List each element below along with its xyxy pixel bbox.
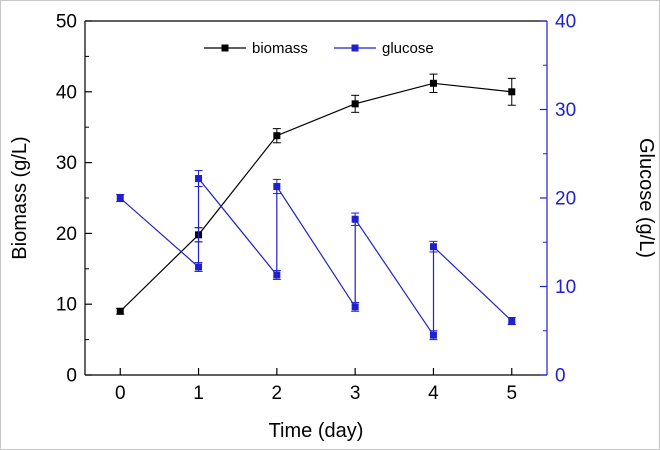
glucose-point xyxy=(429,331,437,339)
glucose-point xyxy=(273,182,281,190)
plot-frame xyxy=(84,20,548,376)
glucose-point xyxy=(429,243,437,251)
left-axis-tick-label: 40 xyxy=(56,82,77,103)
x-axis-tick-label: 3 xyxy=(350,383,361,404)
right-axis-title: Glucose (g/L) xyxy=(635,138,657,258)
x-axis-tick-label: 5 xyxy=(506,383,517,404)
right-axis-tick-label: 0 xyxy=(555,366,566,387)
right-axis-tick-label: 20 xyxy=(555,189,576,210)
biomass-series xyxy=(116,73,516,315)
x-axis-tick-label: 0 xyxy=(115,383,126,404)
legend-item-biomass: biomass xyxy=(204,40,308,57)
legend-label-biomass: biomass xyxy=(252,40,308,57)
left-axis-tick-label: 0 xyxy=(66,366,77,387)
glucose-point xyxy=(195,175,203,183)
left-axis-tick-label: 20 xyxy=(56,224,77,245)
biomass-point xyxy=(351,100,359,108)
biomass-point xyxy=(116,307,124,315)
legend-marker-glucose-icon xyxy=(351,44,359,52)
legend: biomass glucose xyxy=(204,40,434,57)
right-axis-tick-label: 10 xyxy=(555,277,576,298)
left-axis-tick-label: 10 xyxy=(56,295,77,316)
right-axis-tick-label: 40 xyxy=(555,12,576,33)
biomass-point xyxy=(273,132,281,140)
x-axis-tick-label: 1 xyxy=(193,383,204,404)
glucose-point xyxy=(116,194,124,202)
biomass-line xyxy=(119,82,512,312)
left-axis-tick-label: 50 xyxy=(56,12,77,33)
left-axis-tick-label: 30 xyxy=(56,153,77,174)
legend-marker-biomass-icon xyxy=(221,44,229,52)
biomass-point xyxy=(508,88,516,96)
x-axis-title: Time (day) xyxy=(269,420,364,442)
glucose-point xyxy=(351,215,359,223)
glucose-point xyxy=(195,263,203,271)
x-axis-tick-label: 4 xyxy=(428,383,439,404)
glucose-point xyxy=(273,271,281,279)
legend-label-glucose: glucose xyxy=(382,40,434,57)
left-axis: 0 10 20 30 40 50 xyxy=(56,12,92,387)
biomass-point xyxy=(429,79,437,87)
glucose-series xyxy=(116,170,516,341)
right-axis: 0 10 20 30 40 xyxy=(540,12,576,387)
x-axis-tick-label: 2 xyxy=(272,383,283,404)
legend-item-glucose: glucose xyxy=(334,40,434,57)
left-axis-title: Biomass (g/L) xyxy=(9,136,31,259)
glucose-point xyxy=(508,317,516,325)
x-axis: 0 1 2 3 4 5 xyxy=(115,368,517,404)
glucose-point xyxy=(351,303,359,311)
right-axis-tick-label: 30 xyxy=(555,100,576,121)
glucose-line xyxy=(119,176,513,338)
